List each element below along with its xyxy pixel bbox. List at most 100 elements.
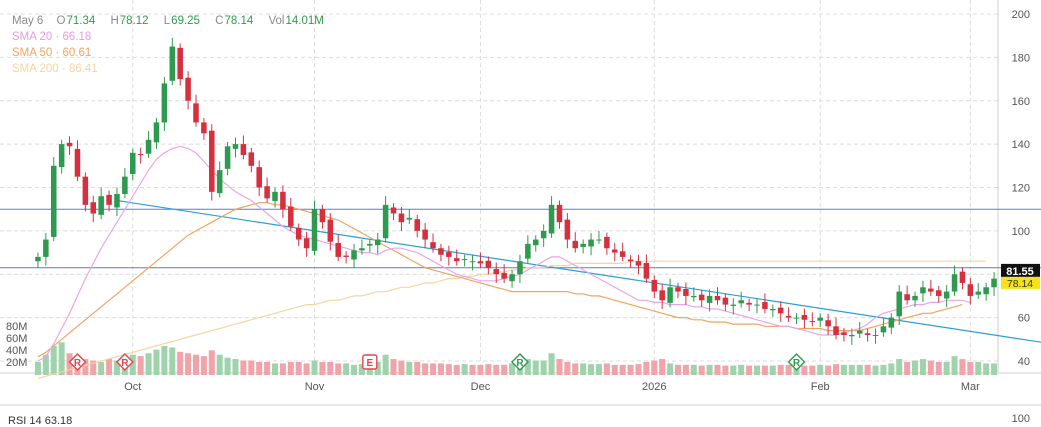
- candle-body: [770, 308, 776, 311]
- volume-bar: [232, 359, 239, 375]
- candle-body: [730, 304, 737, 306]
- volume-bar: [358, 364, 365, 375]
- sma20-value: 66.18: [62, 31, 92, 43]
- volume-bar: [145, 353, 152, 375]
- volume-bar: [303, 363, 310, 375]
- candle-body: [469, 261, 476, 263]
- sma20-legend-row[interactable]: SMA 20 · 66.18: [12, 29, 336, 45]
- volume-bar: [959, 359, 966, 375]
- candle-body: [406, 217, 413, 220]
- rsi-label-text: RSI 14: [8, 415, 42, 427]
- rsi-axis-tick: 100: [1012, 413, 1030, 422]
- sma20-sep: ·: [55, 31, 60, 43]
- candle-body: [343, 255, 349, 257]
- sma200-sep: ·: [61, 63, 66, 75]
- legend-low-key: L: [163, 15, 171, 27]
- volume-bar: [825, 365, 832, 375]
- candle-body: [580, 243, 586, 247]
- volume-bar: [674, 364, 681, 375]
- candle-body: [777, 307, 784, 314]
- volume-bar: [540, 360, 547, 375]
- volume-bar: [935, 361, 942, 375]
- candle-body: [920, 287, 926, 294]
- volume-bar: [864, 364, 871, 375]
- volume-bar: [532, 360, 539, 375]
- candle-body: [485, 260, 492, 268]
- last-price-label-bg: [1001, 263, 1040, 277]
- volume-bar: [58, 342, 65, 375]
- candle-body: [477, 261, 484, 264]
- volume-bar: [343, 363, 350, 375]
- price-axis-tick: 120: [1012, 183, 1030, 195]
- candle-body: [74, 148, 81, 177]
- volume-bar: [445, 364, 452, 375]
- volume-bar: [912, 360, 919, 375]
- candle-body: [319, 209, 326, 223]
- candle-body: [928, 288, 934, 292]
- volume-bar: [809, 365, 816, 375]
- candle-body: [872, 334, 879, 336]
- candle-body: [754, 304, 760, 306]
- volume-bar: [983, 363, 990, 375]
- candle-body: [438, 248, 444, 255]
- sma50-legend-row[interactable]: SMA 50 · 60.61: [12, 45, 336, 61]
- candle-body: [896, 291, 902, 317]
- volume-bar: [714, 364, 721, 375]
- volume-axis-tick: 80M: [6, 321, 27, 333]
- candle-body: [390, 207, 397, 214]
- volume-bar: [659, 359, 666, 375]
- price-axis-tick: 160: [1012, 96, 1030, 108]
- candle-body: [461, 259, 468, 261]
- volume-bar: [840, 364, 847, 375]
- volume-bar: [256, 361, 263, 375]
- price-axis-tick: 180: [1012, 52, 1030, 64]
- candle-body: [991, 278, 997, 288]
- legend-open: 71.34: [66, 15, 96, 27]
- volume-bar: [192, 354, 199, 375]
- volume-bar: [279, 363, 286, 375]
- volume-bar: [82, 359, 89, 375]
- candle-body: [706, 295, 713, 303]
- volume-bar: [588, 364, 595, 375]
- sma200-legend-row[interactable]: SMA 200 · 86.41: [12, 61, 336, 77]
- candle-body: [785, 315, 792, 318]
- candle-body: [635, 261, 642, 266]
- candle-body: [453, 258, 460, 262]
- volume-bar: [90, 360, 97, 375]
- candle-body: [185, 77, 191, 101]
- volume-bar: [390, 359, 397, 375]
- candle-body: [161, 83, 168, 123]
- volume-bar: [667, 363, 674, 375]
- time-axis-tick: Mar: [961, 381, 980, 393]
- volume-bar: [643, 361, 650, 375]
- volume-bar: [556, 359, 563, 375]
- candle-body: [335, 243, 341, 257]
- volume-bar: [856, 364, 863, 375]
- rsi-legend[interactable]: RSI 14 63.18: [8, 415, 72, 427]
- volume-bar: [327, 361, 334, 375]
- candle-body: [888, 317, 895, 328]
- last-close-label-bg: [1001, 276, 1040, 289]
- candle-body: [232, 144, 239, 149]
- event-badge-red-diamond: [68, 353, 87, 371]
- candle-body: [667, 287, 673, 303]
- candle-body: [193, 103, 199, 123]
- candle-body: [683, 288, 689, 296]
- volume-bar: [98, 361, 105, 375]
- volume-bar: [453, 364, 460, 375]
- candle-body: [493, 269, 500, 275]
- candle-body: [525, 243, 531, 259]
- volume-bar: [635, 364, 642, 375]
- volume-bar: [66, 353, 73, 375]
- volume-bar: [619, 364, 626, 375]
- volume-bar: [967, 361, 974, 375]
- volume-bar: [548, 353, 555, 375]
- candle-body: [509, 274, 515, 282]
- volume-bar: [319, 361, 326, 375]
- legend-high: 78.12: [119, 15, 149, 27]
- volume-bar: [904, 361, 911, 375]
- volume-bar: [730, 365, 737, 375]
- time-axis-tick: Oct: [124, 381, 141, 393]
